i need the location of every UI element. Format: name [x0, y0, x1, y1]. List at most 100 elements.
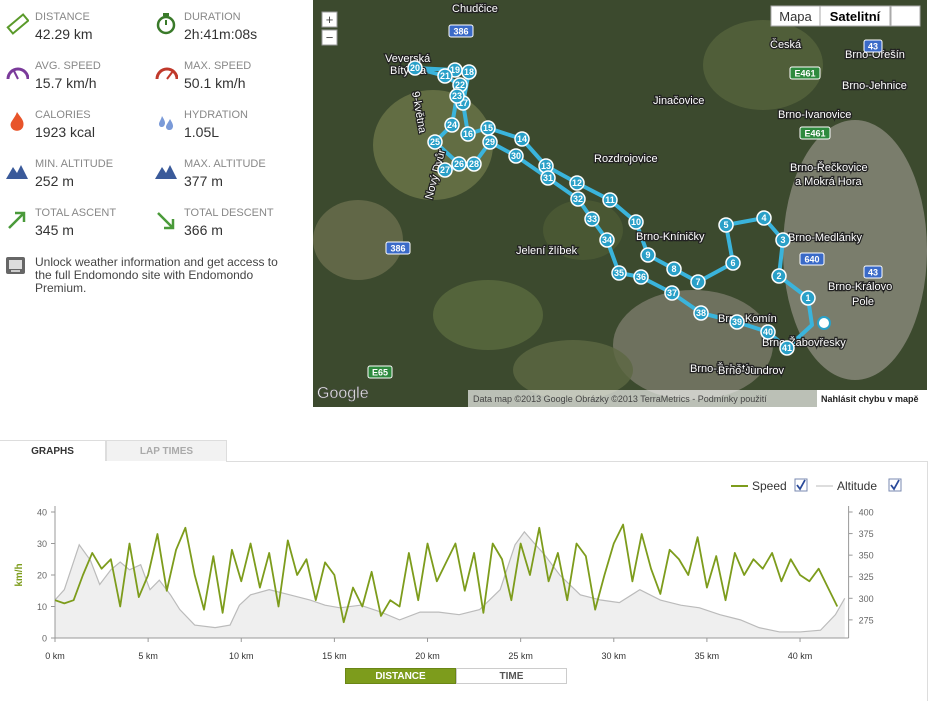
road-label: E461 — [794, 69, 815, 79]
place-label: Brno-Ivanovice — [778, 109, 851, 121]
x-tick-label: 30 km — [602, 651, 627, 661]
route-marker[interactable] — [508, 148, 524, 164]
stat-label: DURATION — [184, 11, 241, 23]
route-marker[interactable] — [693, 305, 709, 321]
report-link[interactable]: Nahlásit chybu v mapě — [821, 394, 919, 404]
route-marker[interactable] — [444, 117, 460, 133]
marker-label: 4 — [761, 213, 766, 223]
zoom-button[interactable] — [321, 11, 338, 28]
marker-label: 5 — [723, 220, 728, 230]
route-marker[interactable] — [427, 134, 443, 150]
stat-icon — [5, 159, 29, 183]
stat-icon — [5, 61, 30, 85]
marker-label: 27 — [440, 165, 450, 175]
marker-label: 40 — [763, 327, 773, 337]
marker-label: 19 — [450, 65, 460, 75]
tab[interactable]: GRAPHS — [0, 440, 106, 461]
route-marker[interactable] — [666, 261, 682, 277]
place-label: Pole — [852, 296, 874, 308]
y-tick-label: 30 — [37, 539, 47, 549]
x-mode-button[interactable]: TIME — [456, 668, 567, 684]
marker-label: 36 — [636, 272, 646, 282]
marker-label: 26 — [454, 159, 464, 169]
stat-icon — [5, 110, 29, 134]
route-marker[interactable] — [633, 269, 649, 285]
route-marker[interactable] — [690, 274, 706, 290]
route-marker[interactable] — [540, 170, 556, 186]
route-marker[interactable] — [628, 214, 644, 230]
place-label: Veverská — [385, 53, 431, 65]
y2-tick-label: 325 — [859, 572, 874, 582]
stat-label: CALORIES — [35, 109, 91, 121]
x-tick-label: 25 km — [508, 651, 533, 661]
route-marker[interactable] — [718, 217, 734, 233]
route-marker[interactable] — [407, 60, 423, 76]
legend-label: Speed — [752, 479, 787, 493]
stat-icon — [154, 110, 178, 134]
route-marker[interactable] — [771, 268, 787, 284]
y-tick-label: 0 — [42, 634, 47, 644]
stat-label: MAX. ALTITUDE — [184, 158, 266, 170]
route-marker[interactable] — [640, 247, 656, 263]
marker-label: 9 — [645, 250, 650, 260]
road-shield — [367, 365, 393, 379]
stat-value: 2h:41m:08s — [184, 26, 258, 42]
marker-label: 37 — [667, 288, 677, 298]
route-marker[interactable] — [756, 210, 772, 226]
place-label: Brno-Žabovřesky — [762, 336, 846, 349]
road-label: 43 — [868, 42, 878, 52]
stat-icon — [5, 12, 30, 36]
promo-icon — [5, 255, 27, 277]
tab[interactable]: LAP TIMES — [106, 440, 227, 461]
route-marker[interactable] — [602, 192, 618, 208]
route-marker[interactable] — [570, 191, 586, 207]
map-type-button[interactable] — [819, 5, 891, 27]
route-marker[interactable] — [599, 232, 615, 248]
route-marker[interactable] — [449, 88, 465, 104]
marker-label: 18 — [464, 67, 474, 77]
x-mode-button[interactable]: DISTANCE — [345, 668, 456, 684]
marker-label: 10 — [631, 217, 641, 227]
route-marker[interactable] — [611, 265, 627, 281]
y2-tick-label: 350 — [859, 551, 874, 561]
route-marker[interactable] — [779, 340, 795, 356]
route-marker[interactable] — [729, 314, 745, 330]
marker-label: 28 — [469, 159, 479, 169]
marker-label: 35 — [614, 268, 624, 278]
attribution: Data map ©2013 Google Obrázky ©2013 Terr… — [473, 394, 767, 404]
route-marker[interactable] — [460, 126, 476, 142]
route-marker[interactable] — [451, 156, 467, 172]
stat-value: 1.05L — [184, 124, 220, 140]
fullscreen-button[interactable] — [890, 5, 921, 27]
legend-label: Altitude — [837, 479, 877, 493]
road-shield — [789, 66, 821, 80]
marker-label: 32 — [573, 194, 583, 204]
route-marker[interactable] — [800, 290, 816, 306]
marker-label: 11 — [605, 195, 615, 205]
marker-label: 25 — [430, 137, 440, 147]
marker-label: 31 — [543, 173, 553, 183]
route-marker[interactable] — [482, 134, 498, 150]
route-end — [817, 316, 831, 330]
chart: 0 10 20 30 40 275 300 325 350 375 400 0 km 5 km 10 km… — [14, 478, 902, 661]
route-marker[interactable] — [725, 255, 741, 271]
route-marker[interactable] — [466, 156, 482, 172]
route-marker[interactable] — [584, 211, 600, 227]
route-marker[interactable] — [775, 232, 791, 248]
route-marker[interactable] — [664, 285, 680, 301]
route-marker[interactable] — [437, 68, 453, 84]
terrain — [513, 340, 633, 400]
marker-label: 30 — [511, 151, 521, 161]
marker-label: 7 — [695, 277, 700, 287]
route-marker[interactable] — [569, 175, 585, 191]
stat-label: TOTAL ASCENT — [35, 207, 117, 219]
route-marker[interactable] — [760, 324, 776, 340]
stat-value: 366 m — [184, 222, 223, 238]
map-type-label: Satelitní — [830, 9, 881, 24]
marker-label: 15 — [483, 123, 493, 133]
stat-icon — [5, 208, 29, 232]
route-marker[interactable] — [437, 162, 453, 178]
zoom-button[interactable] — [321, 29, 338, 46]
route-marker[interactable] — [514, 131, 530, 147]
